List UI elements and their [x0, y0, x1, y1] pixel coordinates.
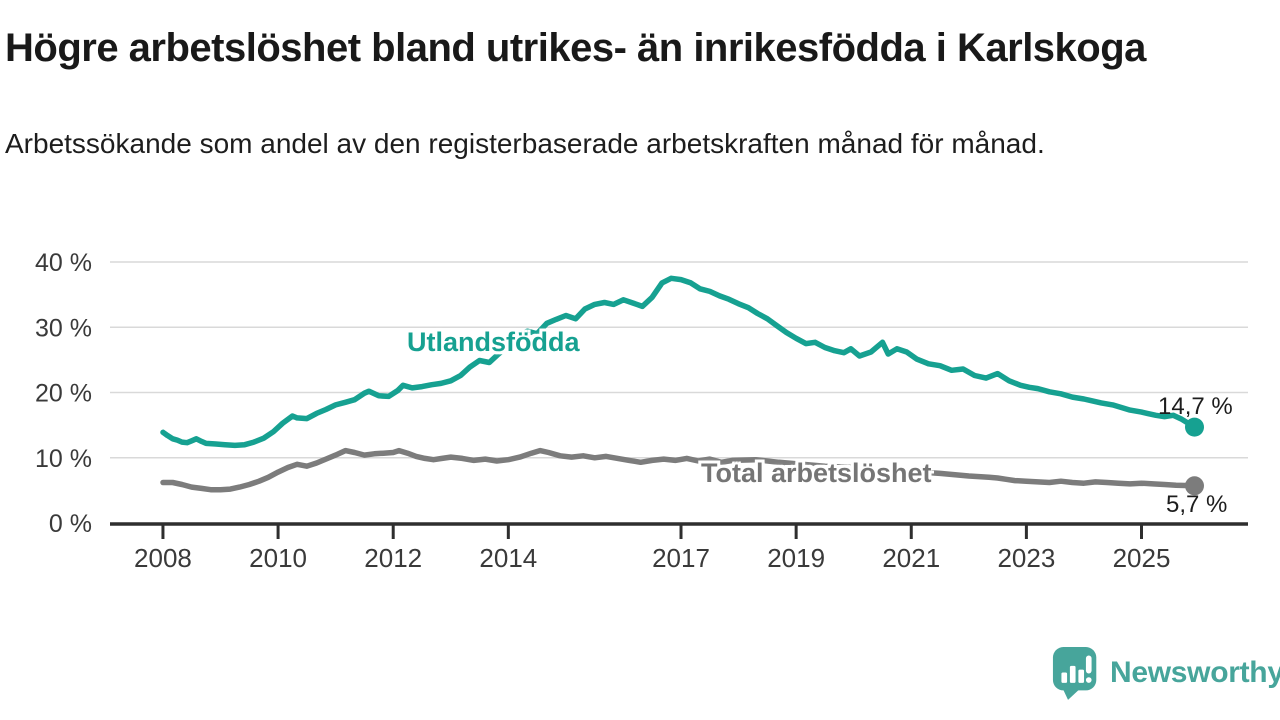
- x-tick-label: 2014: [479, 543, 537, 573]
- y-tick-label: 40 %: [35, 249, 92, 277]
- end-value-total: 5,7 %: [1166, 491, 1228, 518]
- x-tick-label: 2021: [882, 543, 940, 573]
- end-value-utlandsfodda: 14,7 %: [1158, 393, 1233, 420]
- x-tick-label: 2017: [652, 543, 710, 573]
- chart-title: Högre arbetslöshet bland utrikes- än inr…: [5, 26, 1146, 70]
- y-tick-label: 10 %: [35, 445, 92, 473]
- end-dot-utlandsfodda: [1185, 417, 1204, 437]
- y-tick-label: 30 %: [35, 314, 92, 342]
- series-label-total: Total arbetslöshet: [701, 458, 932, 488]
- x-tick-label: 2010: [249, 543, 307, 573]
- x-tick-label: 2025: [1113, 543, 1171, 573]
- series-line-utlandsfodda: [160, 275, 1198, 449]
- series-line-total: [160, 447, 1198, 493]
- x-tick-label: 2019: [767, 543, 825, 573]
- chart-subtitle: Arbetssökande som andel av den registerb…: [5, 128, 1045, 159]
- x-tick-label: 2023: [997, 543, 1055, 573]
- y-tick-label: 0 %: [49, 510, 92, 538]
- x-tick-label: 2008: [134, 543, 192, 573]
- end-dot-total: [1185, 476, 1204, 496]
- newsworthy-logo: Newsworthy: [1052, 644, 1280, 701]
- x-tick-label: 2012: [364, 543, 422, 573]
- series-label-utlandsfodda: Utlandsfödda: [407, 327, 580, 357]
- y-tick-label: 20 %: [35, 380, 92, 408]
- newsworthy-icon: [1052, 647, 1097, 700]
- newsworthy-wordmark: Newsworthy: [1110, 655, 1280, 689]
